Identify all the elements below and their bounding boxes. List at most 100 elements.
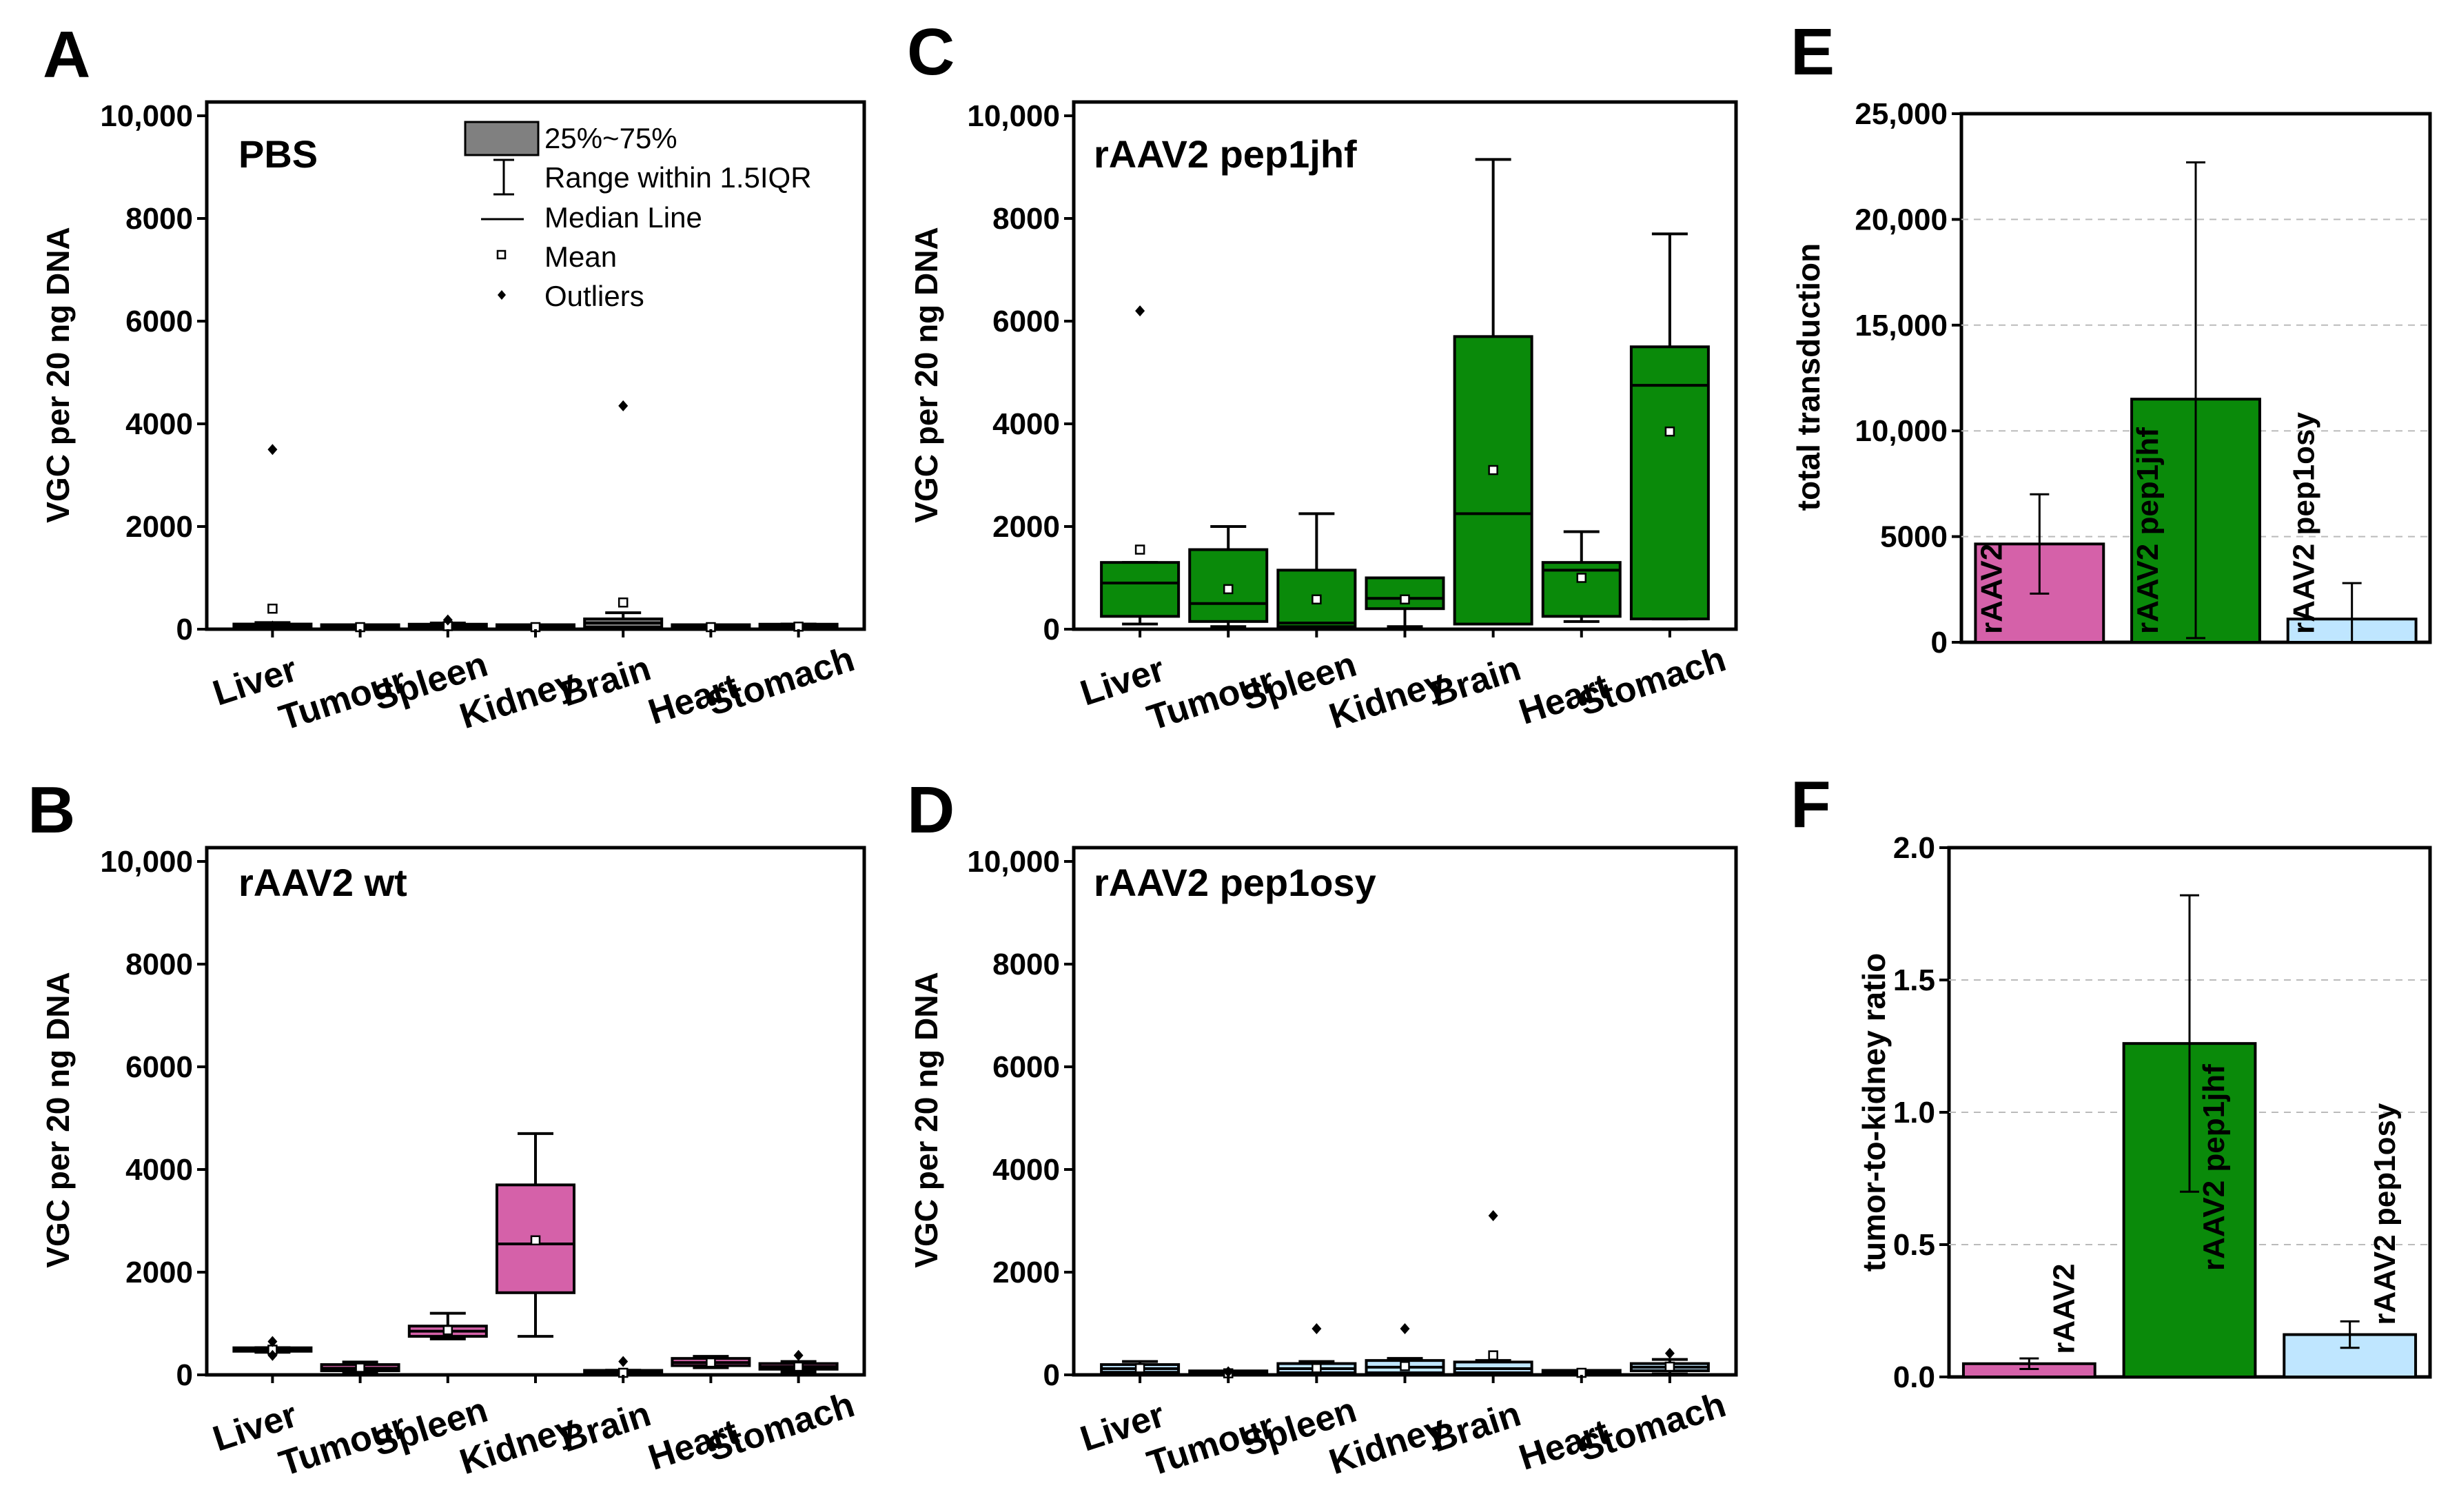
plot-marks: 0200040006000800010,000LiverTumourSpleen… (967, 845, 1731, 1484)
y-tick-label: 0 (1043, 613, 1060, 646)
box-stomach (1629, 1347, 1710, 1376)
mean-marker (1312, 1363, 1322, 1373)
iqr-box (1629, 345, 1710, 621)
box-tumour (1188, 525, 1269, 629)
mean-marker (355, 1362, 365, 1373)
box-tumour (320, 622, 400, 633)
outlier-marker (1135, 305, 1145, 317)
bar-group-1: rAAV2 pep1jhf (2122, 894, 2257, 1379)
plot-marks: 0.0 0.5 1.0 1.5 2.0 rAAV2 rAAV2 pep1jhf rAAV2 p… (1893, 831, 2430, 1394)
mean-marker (267, 603, 278, 614)
x-tick-label: Brain (556, 648, 655, 715)
outlier-marker (1223, 1366, 1234, 1378)
panel-label-a: A (43, 18, 90, 92)
panel-label-f: F (1790, 768, 1831, 841)
outlier-marker (442, 614, 453, 626)
panel-title-wt: rAAV2 wt (238, 861, 407, 904)
panel-e: E total transduction 0 5000 10,000 15,000 20… (1790, 15, 2432, 660)
mean-marker (530, 1235, 541, 1246)
box-kidney (496, 1132, 575, 1338)
y-tick-label: 1.5 (1893, 963, 1935, 997)
panel-title-pbs: PBS (238, 132, 318, 176)
y-tick-label: 6000 (125, 1050, 193, 1084)
y-tick-label: 4000 (992, 407, 1060, 441)
panel-label-e: E (1790, 15, 1835, 89)
mean-marker (442, 1325, 453, 1336)
panel-c: C rAAV2 pep1jhf VGC per 20 ng DNA 0 2000 4… (907, 15, 1738, 739)
panel-f: F tumor-to-kidney ratio 0.0 0.5 1.0 1.5 2.0 r… (1790, 768, 2432, 1394)
y-tick-label: 4000 (992, 1153, 1060, 1187)
box-heart (671, 622, 751, 633)
y-tick-label: 1.0 (1893, 1096, 1935, 1130)
outlier-marker (793, 1349, 804, 1361)
bar-label: rAAV2 (2048, 1264, 2081, 1354)
bar-group-0: rAAV2 (1974, 493, 2105, 644)
y-axis-label: VGC per 20 ng DNA (40, 972, 76, 1267)
box-kidney (1365, 576, 1445, 629)
box-kidney (1365, 1322, 1445, 1376)
mean-marker (706, 1357, 716, 1368)
outlier-marker (618, 400, 629, 411)
outlier-marker (1312, 1322, 1322, 1334)
box-heart (671, 1355, 751, 1369)
y-tick-label: 2000 (125, 1256, 193, 1289)
y-tick-label: 8000 (992, 948, 1060, 981)
outlier-marker (1400, 1322, 1410, 1334)
box-liver (1100, 1360, 1181, 1376)
y-tick-label: 0 (1931, 626, 1948, 660)
y-tick-label: 0.0 (1893, 1360, 1935, 1394)
legend-whisker-label: Range within 1.5IQR (544, 161, 812, 194)
y-tick-label: 0 (1043, 1358, 1060, 1392)
outlier-marker (267, 620, 278, 632)
box-liver (232, 444, 313, 632)
y-axis-label: VGC per 20 ng DNA (40, 227, 76, 522)
y-tick-label: 10,000 (967, 845, 1060, 879)
box-tumour (1188, 1366, 1269, 1379)
box-heart (1541, 1367, 1622, 1378)
legend-median-label: Median Line (544, 201, 702, 234)
iqr-box (1100, 561, 1181, 618)
panel-a: A PBS VGC per 20 ng DNA 0 2000 4000 6000 800… (40, 18, 866, 739)
legend-whisker-icon (493, 159, 514, 196)
y-tick-label: 5000 (1880, 520, 1948, 554)
y-tick-label: 10,000 (100, 845, 193, 879)
y-tick-label: 10,000 (1855, 414, 1948, 448)
legend-mean-label: Mean (544, 241, 617, 273)
legend-outlier-label: Outliers (544, 280, 644, 312)
mean-marker (1488, 1350, 1498, 1360)
box-brain (583, 1356, 664, 1378)
box-tumour (320, 1360, 400, 1375)
y-axis-label: VGC per 20 ng DNA (908, 972, 944, 1267)
mean-marker (1488, 464, 1498, 476)
outlier-marker (1488, 1210, 1498, 1222)
outlier-marker (618, 1356, 629, 1367)
box-stomach (1629, 232, 1710, 621)
y-axis-label: total transduction (1790, 243, 1826, 511)
mean-marker (1400, 594, 1410, 605)
plot-marks: 0200040006000800010,000LiverTumourSpleen… (100, 845, 859, 1484)
legend: 25%~75% Range within 1.5IQR Median Line … (464, 121, 812, 312)
legend-outlier-icon (498, 290, 506, 300)
y-axis-label: VGC per 20 ng DNA (908, 227, 944, 522)
bar-group-2: rAAV2 pep1osy (2283, 1103, 2418, 1379)
y-tick-label: 25,000 (1855, 97, 1948, 131)
box-liver (1100, 305, 1181, 626)
x-tick-label: Brain (1426, 648, 1525, 715)
panel-d: D rAAV2 pep1osy VGC per 20 ng DNA 0 2000 4… (907, 773, 1738, 1484)
y-tick-label: 6000 (992, 1050, 1060, 1084)
box-liver (232, 1336, 313, 1361)
mean-marker (1312, 594, 1322, 605)
panel-label-b: B (28, 773, 75, 847)
mean-marker (1576, 573, 1587, 583)
mean-marker (1400, 1361, 1410, 1371)
bar-group-1: rAAV2 pep1jhf (2130, 161, 2261, 644)
y-tick-label: 0.5 (1893, 1228, 1935, 1262)
bar-group-2: rAAV2 pep1osy (2286, 412, 2418, 644)
x-tick-label: Stomach (703, 639, 859, 724)
box-spleen (407, 1311, 488, 1340)
mean-marker (1134, 544, 1145, 555)
bar-label: rAAV2 pep1jhf (2197, 1064, 2231, 1271)
x-tick-label: Brain (556, 1394, 655, 1460)
y-tick-label: 10,000 (967, 99, 1060, 133)
